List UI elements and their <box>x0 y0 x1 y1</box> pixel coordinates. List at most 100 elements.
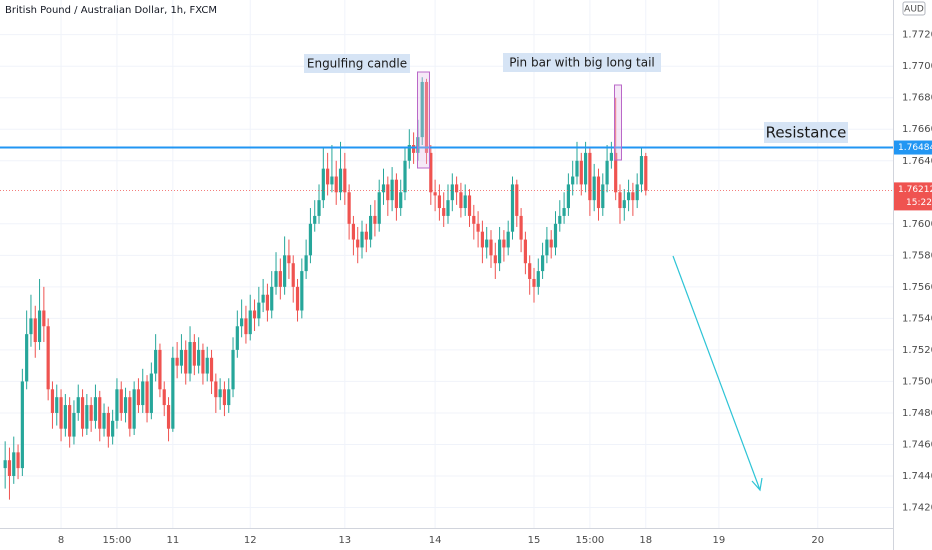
resistance-label-bg <box>894 140 932 155</box>
x-tick-label: 15 <box>528 535 541 546</box>
candle-body <box>313 215 317 224</box>
candle-body <box>68 405 72 437</box>
y-tick-label: 1.75400 <box>902 313 932 324</box>
candle-body <box>123 397 128 413</box>
candle-body <box>205 357 209 374</box>
candle-body <box>626 192 631 201</box>
candle-body <box>317 200 321 216</box>
candle-body <box>261 294 265 303</box>
candle-body <box>528 263 532 279</box>
candle-body <box>506 231 510 248</box>
candle-body <box>162 389 166 406</box>
candle-body <box>321 168 325 201</box>
candle-body <box>360 231 364 248</box>
last-price-label-bg <box>894 182 932 211</box>
candle-body <box>72 412 76 437</box>
overlay <box>0 146 893 191</box>
candle-body <box>399 192 403 209</box>
candle-body <box>175 357 179 366</box>
engulfing-highlight <box>417 71 430 169</box>
candle-body <box>89 405 93 421</box>
candle-body <box>639 156 644 185</box>
candle-body <box>141 381 145 406</box>
candle-body <box>166 405 171 429</box>
candle-body <box>244 318 248 335</box>
x-tick-label: 11 <box>166 535 179 546</box>
x-tick-label: 20 <box>811 535 824 546</box>
candle-body <box>467 195 472 216</box>
candle-body <box>450 184 454 201</box>
candle-body <box>197 349 201 366</box>
candle-body <box>171 357 175 429</box>
candle-body <box>85 405 89 429</box>
candle-body <box>334 176 338 193</box>
x-tick-label: 12 <box>244 535 257 546</box>
candle-body <box>326 168 330 185</box>
candle-body <box>364 231 368 240</box>
candle-body <box>497 239 502 264</box>
candle-body <box>145 381 149 413</box>
pinbar-highlight <box>614 84 622 161</box>
candle-body <box>369 215 373 240</box>
candle-body <box>128 397 132 429</box>
candle-body <box>330 176 334 185</box>
down-arrow-head <box>751 477 763 492</box>
candle-body <box>575 160 579 177</box>
y-tick-label: 1.76000 <box>902 219 932 230</box>
candle-body <box>179 349 184 366</box>
candles <box>3 77 648 500</box>
annotation: Pin bar with big long tail <box>509 56 655 70</box>
candle-body <box>515 184 519 216</box>
candle-body <box>20 381 24 469</box>
x-tick-label: 19 <box>713 535 726 546</box>
y-tick-label: 1.74800 <box>902 408 932 419</box>
candle-body <box>192 342 196 366</box>
candle-body <box>566 184 570 209</box>
candle-body <box>7 460 12 476</box>
candle-body <box>532 278 536 287</box>
candle-body <box>343 168 347 193</box>
y-tick-label: 1.74200 <box>902 503 932 514</box>
chart-title: British Pound / Australian Dollar, 1h, F… <box>5 5 217 16</box>
candle-body <box>631 192 635 201</box>
y-tick-label: 1.75200 <box>902 345 932 356</box>
y-tick-label: 1.74400 <box>902 471 932 482</box>
candle-body <box>390 179 394 201</box>
candle-body <box>605 160 609 185</box>
candle-body <box>93 397 98 421</box>
candle-body <box>300 271 304 311</box>
candle-body <box>549 239 553 248</box>
y-tick-label: 1.76800 <box>902 93 932 104</box>
candle-body <box>201 349 205 374</box>
candle-body <box>42 310 46 327</box>
candle-body <box>231 349 235 390</box>
candle-body <box>618 192 622 209</box>
candle-body <box>37 310 42 343</box>
candle-body <box>553 223 558 248</box>
y-tick-label: 1.75600 <box>902 282 932 293</box>
candle-body <box>502 239 506 248</box>
candle-body <box>102 412 106 429</box>
candle-body <box>394 179 399 209</box>
candle-body <box>111 420 115 437</box>
candle-body <box>381 184 386 193</box>
candle-body <box>25 334 29 382</box>
x-tick-label: 18 <box>639 535 652 546</box>
x-tick-label: 13 <box>338 535 351 546</box>
y-tick-label: 1.77000 <box>902 61 932 72</box>
candle-body <box>308 223 313 256</box>
candle-body <box>588 152 592 201</box>
x-tick-label: 14 <box>429 535 442 546</box>
candle-body <box>540 255 545 272</box>
candle-body <box>455 184 459 193</box>
candle-body <box>115 389 119 421</box>
candle-body <box>283 255 287 287</box>
candle-body <box>12 452 16 476</box>
candle-body <box>476 223 480 232</box>
candle-body <box>571 176 575 185</box>
resistance-label: 1.76484 <box>898 143 932 153</box>
candle-body <box>188 342 192 374</box>
annotation-box <box>304 54 410 73</box>
candle-body <box>46 326 50 390</box>
